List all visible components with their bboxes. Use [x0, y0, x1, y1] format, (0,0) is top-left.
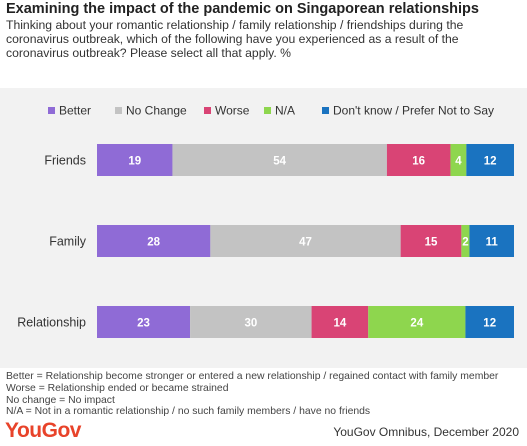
legend-label-no-change: No Change	[126, 104, 187, 118]
bar-relationship-better	[97, 306, 191, 338]
data-label-family-don-t-know-prefer-not-to-say: 11	[486, 237, 499, 249]
bar-friends-don-t-know-prefer-not-to-say	[466, 144, 514, 176]
data-label-relationship-worse: 14	[334, 318, 347, 330]
data-label-friends-worse: 16	[412, 156, 425, 168]
data-label-family-better: 28	[147, 237, 160, 249]
bar-relationship-worse	[311, 306, 369, 338]
data-label-friends-better: 19	[128, 156, 141, 168]
bar-relationship-don-t-know-prefer-not-to-say	[465, 306, 514, 338]
data-label-family-worse: 15	[425, 237, 438, 249]
data-label-relationship-no-change: 30	[244, 318, 257, 330]
bar-family-don-t-know-prefer-not-to-say	[469, 225, 514, 257]
bar-family-n-a	[461, 225, 470, 257]
note-better: Better = Relationship become stronger or…	[6, 371, 499, 382]
legend-label-n-a: N/A	[275, 104, 295, 118]
stacked-bar-chart: Better No Change Worse N/A Don't know / Pref…	[17, 104, 514, 338]
bar-friends-no-change	[172, 144, 387, 176]
bar-family-better	[97, 225, 211, 257]
bar-family-no-change	[210, 225, 401, 257]
note-no-change: No change = No impact	[6, 394, 115, 406]
category-label-family: Family	[49, 235, 87, 249]
bar-friends-n-a	[450, 144, 467, 176]
legend-swatch-no-change	[115, 107, 122, 114]
legend-label-better: Better	[59, 104, 91, 118]
bar-relationship-n-a	[368, 306, 466, 338]
legend-swatch-don-t-know-prefer-not-to-say	[322, 107, 329, 114]
category-label-relationship: Relationship	[17, 316, 86, 330]
data-label-family-no-change: 47	[299, 237, 312, 249]
chart-title: Examining the impact of the pandemic on …	[6, 1, 479, 17]
data-label-friends-don-t-know-prefer-not-to-say: 12	[484, 156, 497, 168]
legend-label-worse: Worse	[215, 104, 250, 118]
legend-swatch-worse	[204, 107, 211, 114]
legend-swatch-better	[48, 107, 55, 114]
notes: Better = Relationship become stronger or…	[6, 371, 521, 418]
source-text: YouGov Omnibus, December 2020	[333, 425, 519, 439]
data-label-friends-n-a: 4	[455, 156, 462, 168]
data-label-relationship-n-a: 24	[410, 318, 423, 330]
data-label-family-n-a: 2	[462, 237, 468, 249]
bar-family-worse	[400, 225, 462, 257]
bar-friends-worse	[386, 144, 451, 176]
data-label-relationship-better: 23	[137, 318, 150, 330]
note-na: N/A = Not in a romantic relationship / n…	[6, 406, 371, 418]
data-label-relationship-don-t-know-prefer-not-to-say: 12	[483, 318, 496, 330]
chart-subtitle: Thinking about your romantic relationshi…	[6, 18, 464, 60]
yougov-logo: YouGov	[5, 419, 81, 442]
legend-swatch-n-a	[264, 107, 271, 114]
bar-relationship-no-change	[190, 306, 312, 338]
bar-friends-better	[97, 144, 173, 176]
note-worse: Worse = Relationship ended or became str…	[6, 382, 229, 394]
data-label-friends-no-change: 54	[273, 156, 286, 168]
legend-label-don-t-know-prefer-not-to-say: Don't know / Prefer Not to Say	[333, 104, 494, 118]
category-label-friends: Friends	[44, 154, 86, 168]
